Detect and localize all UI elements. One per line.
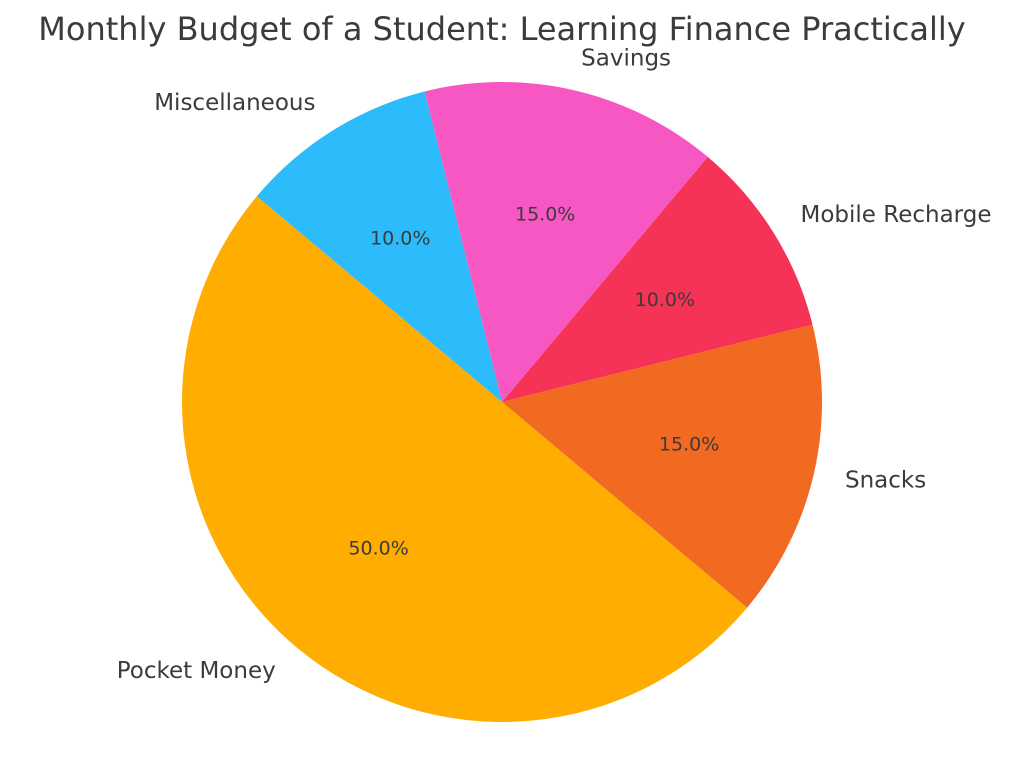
category-label-pocket-money: Pocket Money	[117, 658, 276, 684]
slice-pocket-money	[182, 196, 748, 722]
pct-label-snacks: 15.0%	[659, 434, 719, 456]
pct-label-savings: 15.0%	[515, 203, 575, 225]
pct-label-miscellaneous: 10.0%	[370, 228, 430, 250]
category-label-miscellaneous: Miscellaneous	[154, 90, 315, 116]
slice-mobile-recharge	[502, 156, 813, 402]
slice-savings	[424, 81, 708, 402]
chart-title: Monthly Budget of a Student: Learning Fi…	[38, 10, 965, 48]
category-label-mobile-recharge: Mobile Recharge	[801, 202, 992, 228]
pct-label-pocket-money: 50.0%	[348, 538, 408, 560]
slice-snacks	[502, 324, 823, 608]
pct-label-mobile-recharge: 10.0%	[635, 289, 695, 311]
pie-labels: 50.0% Pocket Money 15.0% Snacks 10.0% Mobile …	[117, 46, 992, 685]
category-label-snacks: Snacks	[845, 468, 926, 494]
slice-miscellaneous	[256, 91, 502, 402]
pie-slices	[182, 81, 823, 722]
category-label-savings: Savings	[581, 46, 671, 72]
